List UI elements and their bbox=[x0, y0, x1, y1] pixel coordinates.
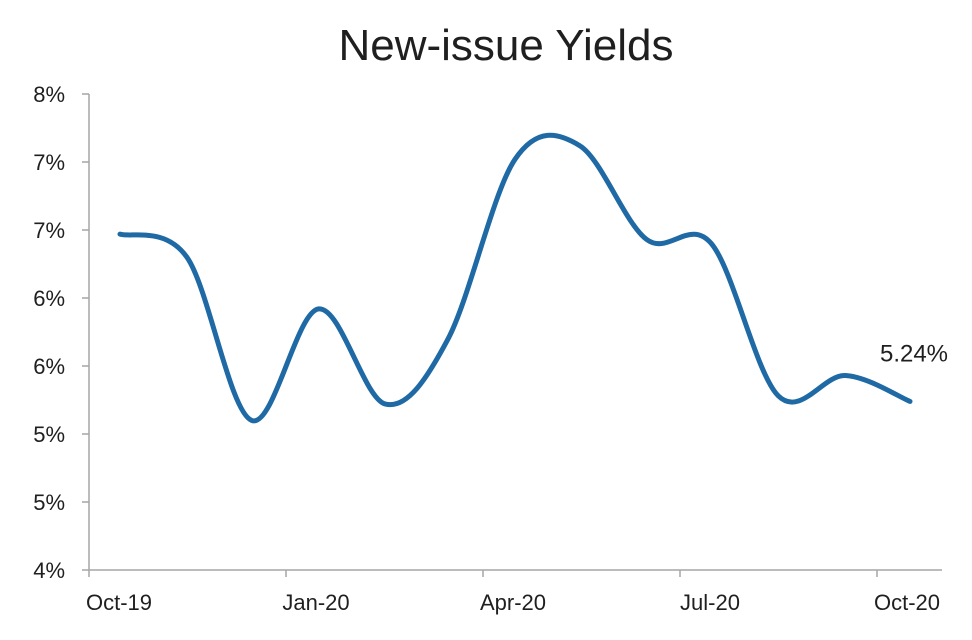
x-tick-label: Jul-20 bbox=[680, 590, 740, 615]
x-tick-label: Jan-20 bbox=[282, 590, 349, 615]
y-tick-label: 5% bbox=[33, 422, 65, 447]
x-tick-label: Apr-20 bbox=[480, 590, 546, 615]
yield-series-line bbox=[117, 132, 913, 423]
series-layer bbox=[117, 132, 913, 423]
y-tick-label: 6% bbox=[33, 286, 65, 311]
y-tick-label: 5% bbox=[33, 490, 65, 515]
y-tick-label: 4% bbox=[33, 558, 65, 583]
last-value-label: 5.24% bbox=[880, 340, 948, 367]
y-tick-label: 7% bbox=[33, 150, 65, 175]
x-tick-label: Oct-20 bbox=[874, 590, 940, 615]
chart-title: New-issue Yields bbox=[338, 21, 673, 70]
annotation-layer: 5.24% bbox=[880, 340, 948, 367]
y-axis-ticks: 4% 5% 5% 6% 6% 7% 7% 8% bbox=[33, 82, 89, 583]
y-tick-label: 6% bbox=[33, 354, 65, 379]
x-tick-label: Oct-19 bbox=[86, 590, 152, 615]
x-axis-ticks: Oct-19 Jan-20 Apr-20 Jul-20 Oct-20 bbox=[86, 570, 940, 615]
y-tick-label: 7% bbox=[33, 218, 65, 243]
y-tick-label: 8% bbox=[33, 82, 65, 107]
